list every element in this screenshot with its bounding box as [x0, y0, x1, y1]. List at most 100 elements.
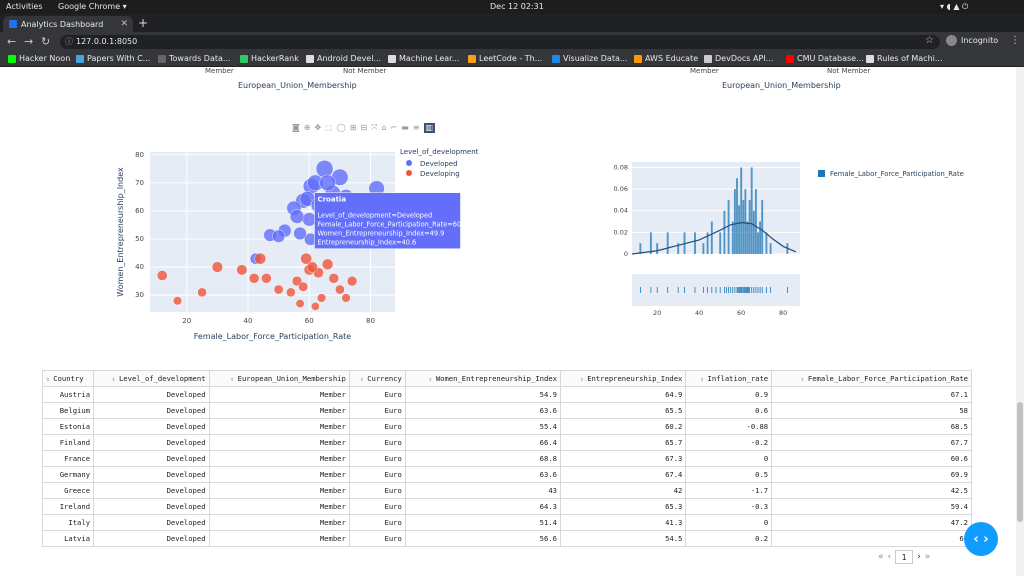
table-cell-entrepreneurship-index[interactable]: 65.5 — [559, 402, 687, 419]
column-header-country[interactable]: ⇕ Country — [41, 370, 95, 387]
table-cell-currency[interactable]: Euro — [348, 514, 406, 531]
plotly-logo-icon[interactable]: ▥ — [423, 123, 436, 133]
legend-marker-developed[interactable] — [406, 160, 412, 166]
last-page-button[interactable]: » — [924, 552, 931, 562]
column-header-european-union-membership[interactable]: ⇕ European_Union_Membership — [208, 370, 350, 387]
info-icon[interactable]: ⓘ — [65, 37, 73, 46]
camera-icon[interactable]: ◙ — [292, 123, 300, 132]
histogram-bar[interactable] — [666, 232, 669, 254]
table-row[interactable]: Belgium Developed Member Euro 63.6 65.5 0.6 58 — [41, 402, 972, 419]
scatter-point-developing[interactable] — [197, 287, 207, 298]
bookmark-visualize-data[interactable]: Visualize Data... — [552, 54, 628, 63]
histogram-bar[interactable] — [752, 210, 755, 254]
histogram-bar[interactable] — [742, 199, 745, 254]
url-bar[interactable]: ⓘ 127.0.0.1:8050 — [60, 35, 940, 49]
table-cell-european-union-membership[interactable]: Member — [208, 482, 350, 499]
activities-button[interactable]: Activities — [6, 2, 43, 11]
table-cell-european-union-membership[interactable]: Member — [208, 418, 350, 435]
table-row[interactable]: Austria Developed Member Euro 54.9 64.9 0.9 67.… — [41, 386, 972, 403]
table-cell-country[interactable]: France — [41, 450, 95, 467]
scatter-point-developing[interactable] — [346, 275, 358, 287]
sort-icon[interactable]: ⇕ — [46, 376, 54, 383]
sort-icon[interactable]: ⇕ — [359, 376, 368, 383]
table-row[interactable]: Finland Developed Member Euro 66.4 65.7 -0.2 67… — [41, 434, 972, 451]
table-cell-entrepreneurship-index[interactable]: 60.2 — [559, 418, 687, 435]
bookmark-hacker-noon[interactable]: Hacker Noon — [8, 54, 70, 63]
histogram-bar[interactable] — [740, 167, 743, 254]
kde-curve[interactable] — [631, 222, 797, 255]
table-cell-entrepreneurship-index[interactable]: 67.4 — [559, 466, 687, 483]
table-cell-women-entrepreneurship-index[interactable]: 51.4 — [404, 514, 561, 531]
new-tab-icon[interactable]: + — [138, 16, 149, 30]
table-cell-inflation-rate[interactable]: 0.9 — [685, 386, 773, 403]
table-cell-entrepreneurship-index[interactable]: 54.5 — [559, 530, 687, 547]
table-cell-female-labor-force-participation-rate[interactable]: 59.4 — [771, 498, 972, 515]
scatter-point-developing[interactable] — [311, 302, 320, 311]
table-row[interactable]: France Developed Member Euro 68.8 67.3 0 60.6 — [41, 450, 972, 467]
histogram-bar[interactable] — [727, 199, 730, 254]
histogram-bar[interactable] — [744, 189, 747, 254]
table-cell-country[interactable]: Ireland — [41, 498, 95, 515]
table-cell-country[interactable]: Germany — [41, 466, 95, 483]
scatter-point-developing[interactable] — [286, 287, 296, 298]
table-cell-country[interactable]: Austria — [41, 386, 95, 403]
scatter-point-developed[interactable] — [302, 212, 317, 227]
histogram-bar[interactable] — [757, 232, 759, 254]
table-cell-european-union-membership[interactable]: Member — [208, 386, 350, 403]
browser-tab[interactable]: Analytics Dashboard ✕ — [3, 16, 133, 32]
table-cell-european-union-membership[interactable]: Member — [208, 514, 350, 531]
bookmark-star-icon[interactable]: ☆ — [925, 35, 934, 46]
table-cell-level-of-development[interactable]: Developed — [93, 434, 210, 451]
table-cell-country[interactable]: Finland — [41, 434, 95, 451]
column-header-entrepreneurship-index[interactable]: ⇕ Entrepreneurship_Index — [559, 370, 687, 387]
reload-icon[interactable]: ↻ — [41, 35, 51, 48]
dash-debug-button[interactable]: ‹ › — [964, 522, 998, 556]
page-scrollbar[interactable] — [1016, 67, 1024, 576]
hover-compare-icon[interactable]: ≡ — [412, 123, 420, 132]
scatter-point-developing[interactable] — [254, 252, 267, 265]
sort-icon[interactable]: ⇕ — [579, 376, 588, 383]
legend-item-developing[interactable]: Developing — [420, 170, 460, 178]
histogram-bar[interactable] — [710, 221, 713, 254]
table-cell-entrepreneurship-index[interactable]: 65.3 — [559, 498, 687, 515]
table-cell-european-union-membership[interactable]: Member — [208, 530, 350, 547]
scatter-point-developing[interactable] — [236, 264, 248, 276]
table-cell-female-labor-force-participation-rate[interactable]: 42.5 — [771, 482, 972, 499]
histogram-bar[interactable] — [694, 232, 696, 254]
histogram-bar[interactable] — [738, 205, 741, 254]
table-cell-female-labor-force-participation-rate[interactable]: 60.6 — [771, 450, 972, 467]
scatter-chart[interactable]: 20 40 60 80 30 40 50 60 70 80 Female_Labor_Force_P… — [110, 147, 590, 357]
table-cell-currency[interactable]: Euro — [348, 482, 406, 499]
table-cell-level-of-development[interactable]: Developed — [93, 402, 210, 419]
scatter-point-developing[interactable] — [316, 293, 327, 303]
table-cell-country[interactable]: Estonia — [41, 418, 95, 435]
scatter-point-developing[interactable] — [341, 293, 351, 303]
table-cell-female-labor-force-participation-rate[interactable]: 68.5 — [771, 418, 972, 435]
table-cell-inflation-rate[interactable]: 0 — [685, 450, 773, 467]
table-cell-female-labor-force-participation-rate[interactable]: 58 — [771, 402, 972, 419]
table-cell-european-union-membership[interactable]: Member — [208, 434, 350, 451]
table-cell-currency[interactable]: Euro — [348, 418, 406, 435]
bookmark-towards-data[interactable]: Towards Data... — [158, 54, 231, 63]
scatter-point-developing[interactable] — [211, 261, 223, 273]
table-cell-currency[interactable]: Euro — [348, 434, 406, 451]
bookmark-rules-of-machi[interactable]: Rules of Machi... — [866, 54, 943, 63]
table-cell-inflation-rate[interactable]: -0.2 — [685, 434, 773, 451]
legend-marker-developing[interactable] — [406, 170, 412, 176]
table-cell-entrepreneurship-index[interactable]: 41.3 — [559, 514, 687, 531]
table-cell-entrepreneurship-index[interactable]: 65.7 — [559, 434, 687, 451]
bookmark-papers-with-c[interactable]: Papers With C... — [76, 54, 150, 63]
reset-axes-icon[interactable]: ⌂ — [381, 123, 387, 132]
table-cell-female-labor-force-participation-rate[interactable]: 67.1 — [771, 386, 972, 403]
autoscale-icon[interactable]: ⤧ — [371, 123, 378, 132]
current-page-input[interactable]: 1 — [895, 550, 914, 564]
table-cell-women-entrepreneurship-index[interactable]: 63.6 — [404, 402, 561, 419]
histogram-bar[interactable] — [677, 243, 680, 254]
column-header-currency[interactable]: ⇕ Currency — [348, 370, 406, 387]
clock[interactable]: Dec 12 02:31 — [490, 2, 544, 11]
table-row[interactable]: Greece Developed Member Euro 43 42 -1.7 42.5 — [41, 482, 972, 499]
table-cell-female-labor-force-participation-rate[interactable]: 69.9 — [771, 466, 972, 483]
bookmark-leetcode-th[interactable]: LeetCode - Th... — [468, 54, 542, 63]
table-cell-level-of-development[interactable]: Developed — [93, 514, 210, 531]
